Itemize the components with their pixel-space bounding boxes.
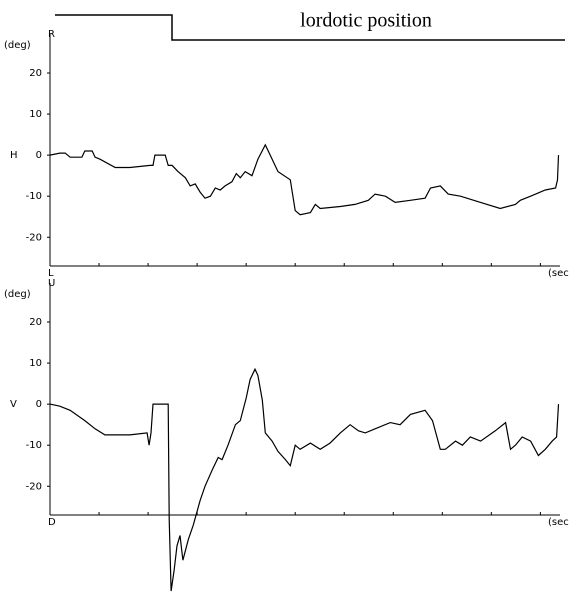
- position-marker: [55, 14, 565, 41]
- y-tick-label: 0: [36, 399, 42, 410]
- y-axis-label: (deg): [4, 289, 31, 300]
- x-axis-label: (sec): [548, 268, 569, 279]
- y-tick-label: 10: [29, 109, 42, 120]
- channel-name: H: [10, 150, 18, 161]
- y-tick-label: -20: [26, 232, 42, 243]
- trace: [49, 367, 560, 592]
- y-tick-label: 20: [29, 317, 42, 328]
- trace: [49, 143, 560, 216]
- channel-name: V: [10, 399, 17, 410]
- y-tick-label: -10: [26, 440, 42, 451]
- y-axis-label: (deg): [4, 40, 31, 51]
- annotation: lordotic position: [300, 10, 432, 32]
- bottom-label: L: [48, 268, 54, 279]
- y-tick-label: 20: [29, 68, 42, 79]
- y-tick-label: -10: [26, 191, 42, 202]
- y-tick-label: 0: [36, 150, 42, 161]
- top-label: U: [48, 278, 55, 289]
- bottom-label: D: [48, 517, 56, 528]
- x-axis-label: (sec): [548, 517, 569, 528]
- top-label: R: [48, 29, 55, 40]
- y-tick-label: 10: [29, 358, 42, 369]
- y-tick-label: -20: [26, 481, 42, 492]
